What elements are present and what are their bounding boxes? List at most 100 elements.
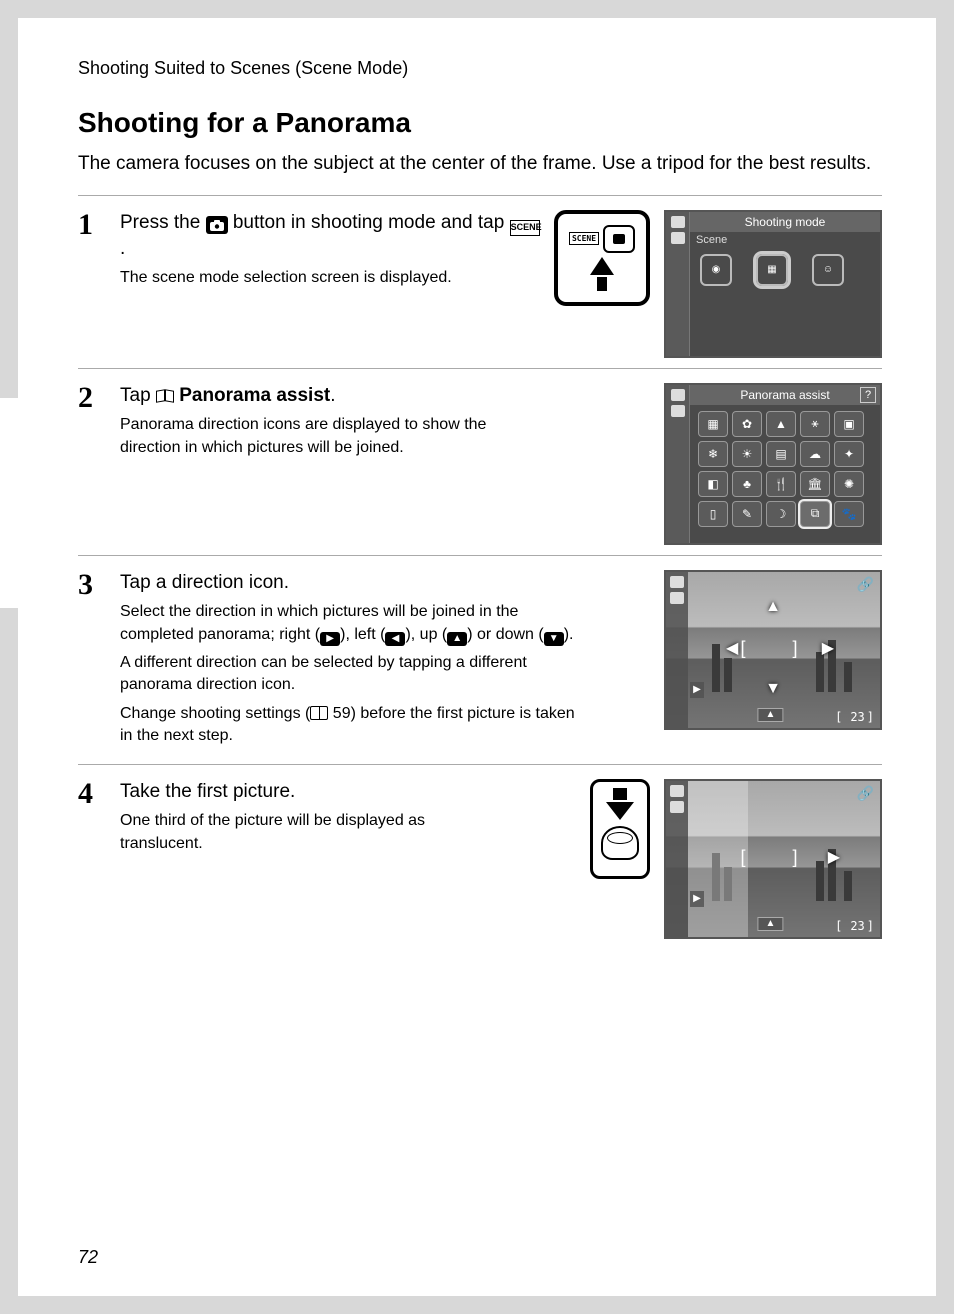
text: Change shooting settings ( bbox=[120, 705, 310, 722]
text: . bbox=[330, 385, 335, 406]
menu-icon bbox=[670, 592, 684, 604]
camera-icon bbox=[206, 216, 228, 234]
down-direction-icon: ▼ bbox=[544, 632, 564, 646]
text: ) or down ( bbox=[467, 626, 543, 643]
panorama-cell[interactable]: ⧉ bbox=[800, 501, 830, 527]
step-heading: Tap a direction icon. bbox=[120, 570, 650, 596]
divider bbox=[78, 195, 882, 196]
up-arrow-icon bbox=[590, 257, 614, 275]
lcd-first-picture-preview: 🔗 ▶ [ ] ▶ ▲ 23 bbox=[664, 779, 882, 939]
menu-icon bbox=[671, 232, 685, 244]
focus-brackets-icon: [ ] bbox=[740, 846, 805, 867]
step-heading: Take the first picture. bbox=[120, 779, 576, 805]
scene-cell[interactable]: ✎ bbox=[732, 501, 762, 527]
smart-mode-icon[interactable]: ☺ bbox=[812, 254, 844, 286]
lcd-sidebar bbox=[666, 385, 690, 543]
scene-cell[interactable]: ▯ bbox=[698, 501, 728, 527]
step-number: 4 bbox=[78, 779, 106, 809]
up-arrow-icon[interactable]: ▲ bbox=[765, 598, 781, 616]
step-description: Select the direction in which pictures w… bbox=[120, 601, 580, 646]
text: ). bbox=[564, 626, 574, 643]
scene-icon: SCENE bbox=[510, 220, 540, 236]
step-description: Change shooting settings ( 59) before th… bbox=[120, 703, 580, 748]
scene-cell[interactable]: 🐾 bbox=[834, 501, 864, 527]
right-direction-icon: ▶ bbox=[320, 632, 340, 646]
scene-cell[interactable]: ☁ bbox=[800, 441, 830, 467]
shots-remaining-counter: 23 bbox=[835, 710, 874, 724]
step-number: 2 bbox=[78, 383, 106, 413]
step-description: A different direction can be selected by… bbox=[120, 652, 580, 697]
up-caret-icon[interactable]: ▲ bbox=[757, 917, 783, 931]
breadcrumb: Shooting Suited to Scenes (Scene Mode) bbox=[78, 58, 882, 79]
scene-cell[interactable]: ✦ bbox=[834, 441, 864, 467]
divider bbox=[78, 764, 882, 765]
down-arrow-icon[interactable]: ▼ bbox=[765, 680, 781, 698]
scene-cell[interactable]: ▲ bbox=[766, 411, 796, 437]
divider bbox=[78, 555, 882, 556]
step-description: Panorama direction icons are displayed t… bbox=[120, 414, 520, 459]
shutter-button-icon bbox=[601, 826, 639, 860]
camera-icon bbox=[671, 216, 685, 228]
link-icon: 🔗 bbox=[857, 576, 874, 593]
left-direction-icon: ◀ bbox=[385, 632, 405, 646]
lcd-shooting-mode: Shooting mode Scene ◉ ▦ ☺ bbox=[664, 210, 882, 358]
divider bbox=[78, 368, 882, 369]
step-2: 2 Tap Panorama assist. Panorama directio… bbox=[78, 377, 882, 555]
auto-mode-icon[interactable]: ◉ bbox=[700, 254, 732, 286]
lcd-panorama-assist: ? Panorama assist ▦ ✿ ▲ ⚹ ▣ ❄ ☀ ▤ ☁ bbox=[664, 383, 882, 545]
scene-button-diagram: SCENE bbox=[554, 210, 650, 306]
left-arrow-icon[interactable]: ◀ bbox=[726, 638, 738, 658]
shutter-press-diagram bbox=[590, 779, 650, 879]
translucent-overlay bbox=[688, 781, 748, 937]
page-ref-icon bbox=[310, 706, 328, 720]
page-number: 72 bbox=[78, 1247, 98, 1268]
lcd-sidebar bbox=[666, 781, 688, 937]
scene-cell[interactable]: ⚹ bbox=[800, 411, 830, 437]
step-number: 3 bbox=[78, 570, 106, 600]
scene-cell[interactable]: ❄ bbox=[698, 441, 728, 467]
lcd-direction-preview: 🔗 ▲ ▼ ◀ ▶ [ ] ▶ ▲ 23 bbox=[664, 570, 882, 730]
right-arrow-icon[interactable]: ▶ bbox=[822, 638, 834, 658]
lcd-title: Panorama assist bbox=[690, 385, 880, 405]
shots-remaining-counter: 23 bbox=[835, 919, 874, 933]
focus-brackets-icon: [ ] bbox=[740, 637, 805, 658]
step-3: 3 Tap a direction icon. Select the direc… bbox=[78, 564, 882, 764]
scene-cell[interactable]: 🏛 bbox=[800, 471, 830, 497]
panorama-icon bbox=[670, 785, 684, 797]
scene-cell[interactable]: ◧ bbox=[698, 471, 728, 497]
help-icon[interactable]: ? bbox=[860, 387, 876, 403]
step-illustrations: SCENE Shooting mode Scene ◉ bbox=[554, 210, 882, 358]
scene-cell[interactable]: ♣ bbox=[732, 471, 762, 497]
scene-cell[interactable]: ▤ bbox=[766, 441, 796, 467]
up-direction-icon: ▲ bbox=[447, 632, 467, 646]
scene-cell[interactable]: ▦ bbox=[698, 411, 728, 437]
text: ), left ( bbox=[340, 626, 385, 643]
scene-cell[interactable]: ☽ bbox=[766, 501, 796, 527]
step-description: One third of the picture will be display… bbox=[120, 810, 480, 855]
panorama-icon bbox=[670, 576, 684, 588]
scene-cell[interactable]: ✺ bbox=[834, 471, 864, 497]
text: button in shooting mode and tap bbox=[228, 212, 510, 233]
text: ), up ( bbox=[405, 626, 447, 643]
side-tab-bg bbox=[0, 398, 18, 608]
scene-cell[interactable]: 🍴 bbox=[766, 471, 796, 497]
menu-icon bbox=[671, 405, 685, 417]
expand-icon[interactable]: ▶ bbox=[690, 682, 704, 698]
down-arrow-icon bbox=[606, 802, 634, 820]
arrow-stem bbox=[613, 788, 627, 800]
lcd-sidebar bbox=[666, 572, 688, 728]
page-title: Shooting for a Panorama bbox=[78, 107, 882, 139]
step-number: 1 bbox=[78, 210, 106, 240]
step-body: Press the button in shooting mode and ta… bbox=[120, 210, 540, 296]
step-heading: Press the button in shooting mode and ta… bbox=[120, 210, 540, 262]
scene-cell[interactable]: ☀ bbox=[732, 441, 762, 467]
scene-cell[interactable]: ✿ bbox=[732, 411, 762, 437]
scene-cell[interactable]: ▣ bbox=[834, 411, 864, 437]
up-caret-icon[interactable]: ▲ bbox=[757, 708, 783, 722]
scene-mode-icon[interactable]: ▦ bbox=[756, 254, 788, 286]
right-arrow-icon[interactable]: ▶ bbox=[828, 847, 840, 867]
link-icon: 🔗 bbox=[857, 785, 874, 802]
text: Tap bbox=[120, 385, 156, 406]
lcd-sidebar bbox=[666, 212, 690, 356]
expand-icon[interactable]: ▶ bbox=[690, 891, 704, 907]
